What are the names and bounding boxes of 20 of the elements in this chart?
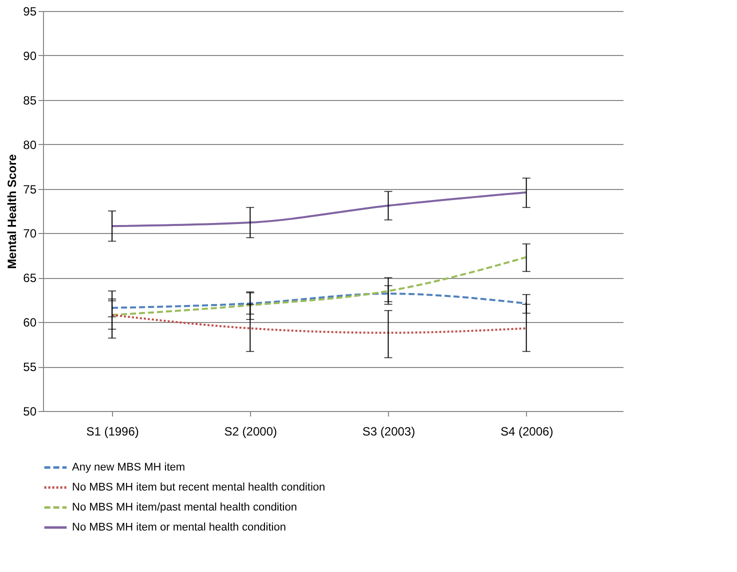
y-tick-label: 50: [23, 404, 37, 418]
y-tick-label: 90: [23, 48, 37, 63]
legend-label: No MBS MH item or mental health condition: [72, 522, 286, 534]
x-tick-label: S2 (2000): [224, 424, 277, 438]
y-tick-label: 85: [23, 93, 37, 108]
x-tick-label: S4 (2006): [500, 424, 554, 438]
y-tick-label: 70: [23, 226, 37, 241]
x-tick-label: S1 (1996): [86, 424, 139, 438]
legend-label: No MBS MH item/past mental health condition: [72, 502, 297, 514]
y-tick-label: 75: [23, 182, 37, 196]
y-axis-title: Mental Health Score: [5, 154, 20, 269]
y-tick-label: 80: [23, 138, 37, 152]
legend-label: Any new MBS MH item: [72, 462, 186, 474]
legend-label: No MBS MH item but recent mental health condition: [72, 482, 326, 494]
y-tick-label: 95: [23, 4, 37, 18]
y-tick-label: 55: [23, 360, 37, 374]
x-tick-label: S3 (2003): [362, 424, 416, 438]
y-tick-label: 60: [23, 316, 37, 330]
y-tick-label: 65: [23, 271, 37, 286]
line-series: [111, 191, 528, 228]
